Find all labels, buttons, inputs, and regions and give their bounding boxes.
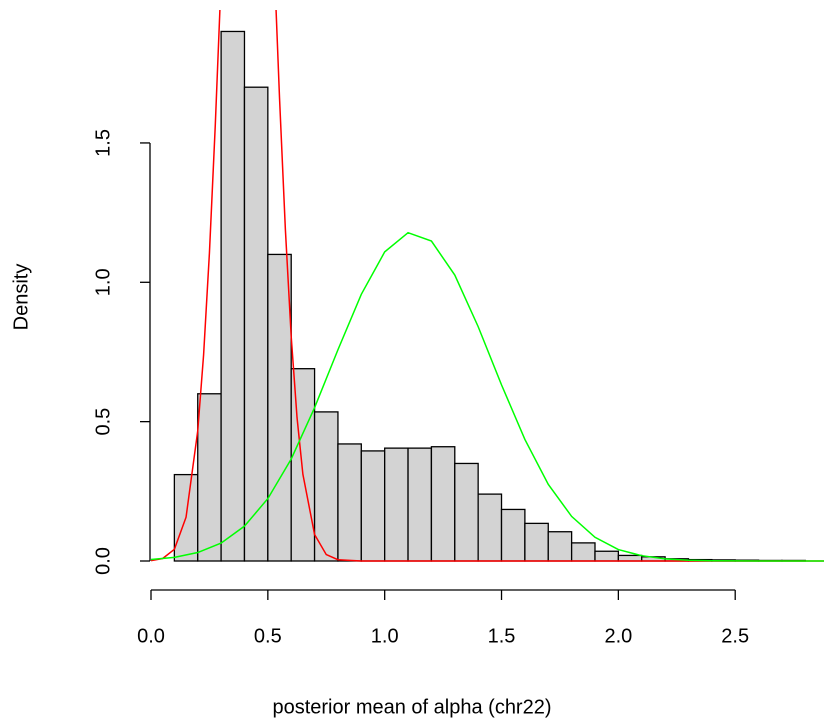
bar	[547, 531, 573, 562]
bar	[313, 411, 339, 562]
bar	[220, 30, 246, 562]
bar	[197, 393, 222, 562]
bar	[407, 447, 433, 562]
bar	[337, 443, 362, 562]
bar	[384, 447, 409, 562]
bar	[290, 368, 316, 562]
bar	[570, 542, 596, 562]
bar	[454, 462, 479, 562]
y-tick-label: 0.0	[92, 547, 114, 575]
bar	[617, 554, 643, 562]
y-tick-label: 1.0	[92, 268, 114, 296]
x-tick-label: 1.0	[371, 625, 399, 647]
bar	[360, 450, 386, 562]
bar	[594, 550, 620, 562]
density-curve	[150, 231, 824, 562]
x-tick-label: 2.5	[721, 625, 749, 647]
curves	[150, 10, 824, 562]
x-tick-label: 0.0	[137, 625, 165, 647]
x-tick-label: 1.5	[488, 625, 516, 647]
x-axis-label: posterior mean of alpha (chr22)	[272, 696, 551, 718]
density-curve	[150, 10, 824, 562]
y-tick-label: 1.5	[92, 129, 114, 157]
x-tick-label: 0.5	[254, 625, 282, 647]
y-axis-label: Density	[10, 264, 32, 331]
y-tick-label: 0.5	[92, 408, 114, 436]
bar	[267, 253, 292, 562]
x-tick-label: 2.0	[604, 625, 632, 647]
bar	[430, 446, 456, 562]
bar	[524, 522, 549, 562]
bar	[243, 86, 269, 562]
bar	[500, 508, 526, 562]
axes: 0.0 0.5 1.0 1.5 2.0 2.5 0.0 0.5 1.0 1.5	[92, 129, 749, 647]
bar	[477, 493, 503, 562]
bars	[173, 30, 806, 562]
